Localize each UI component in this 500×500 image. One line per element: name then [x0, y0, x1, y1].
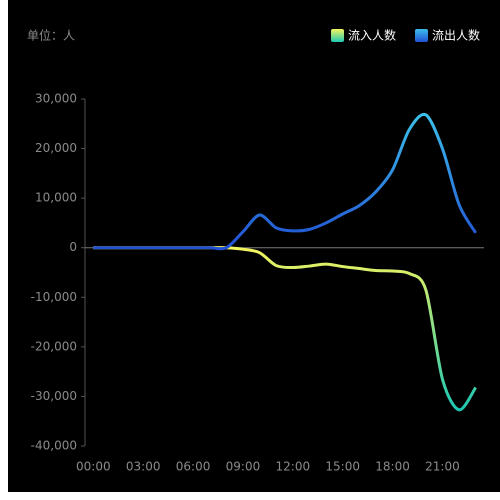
- series-line: [93, 112, 477, 251]
- y-tick-label: -40,000: [31, 439, 77, 453]
- x-tick-label: 12:00: [276, 460, 311, 474]
- x-tick-label: 18:00: [375, 460, 410, 474]
- y-tick-label: 20,000: [35, 141, 77, 155]
- y-tick-label: -10,000: [31, 290, 77, 304]
- background: [8, 0, 500, 492]
- y-tick-label: 30,000: [35, 92, 77, 106]
- legend-swatch: [331, 29, 344, 42]
- x-tick-label: 21:00: [425, 460, 460, 474]
- x-tick-label: 00:00: [76, 460, 111, 474]
- x-tick-label: 15:00: [325, 460, 360, 474]
- legend-label: 流入人数: [348, 28, 396, 43]
- x-tick-label: 09:00: [226, 460, 261, 474]
- x-tick-label: 03:00: [126, 460, 161, 474]
- legend-label: 流出人数: [432, 28, 480, 43]
- y-tick-label: -20,000: [31, 339, 77, 353]
- y-tick-label: 10,000: [35, 191, 77, 205]
- x-tick-label: 06:00: [176, 460, 211, 474]
- chart-title: 单位：人: [27, 28, 75, 43]
- legend-swatch: [415, 29, 428, 42]
- y-tick-label: 0: [69, 240, 77, 254]
- y-tick-label: -30,000: [31, 389, 77, 403]
